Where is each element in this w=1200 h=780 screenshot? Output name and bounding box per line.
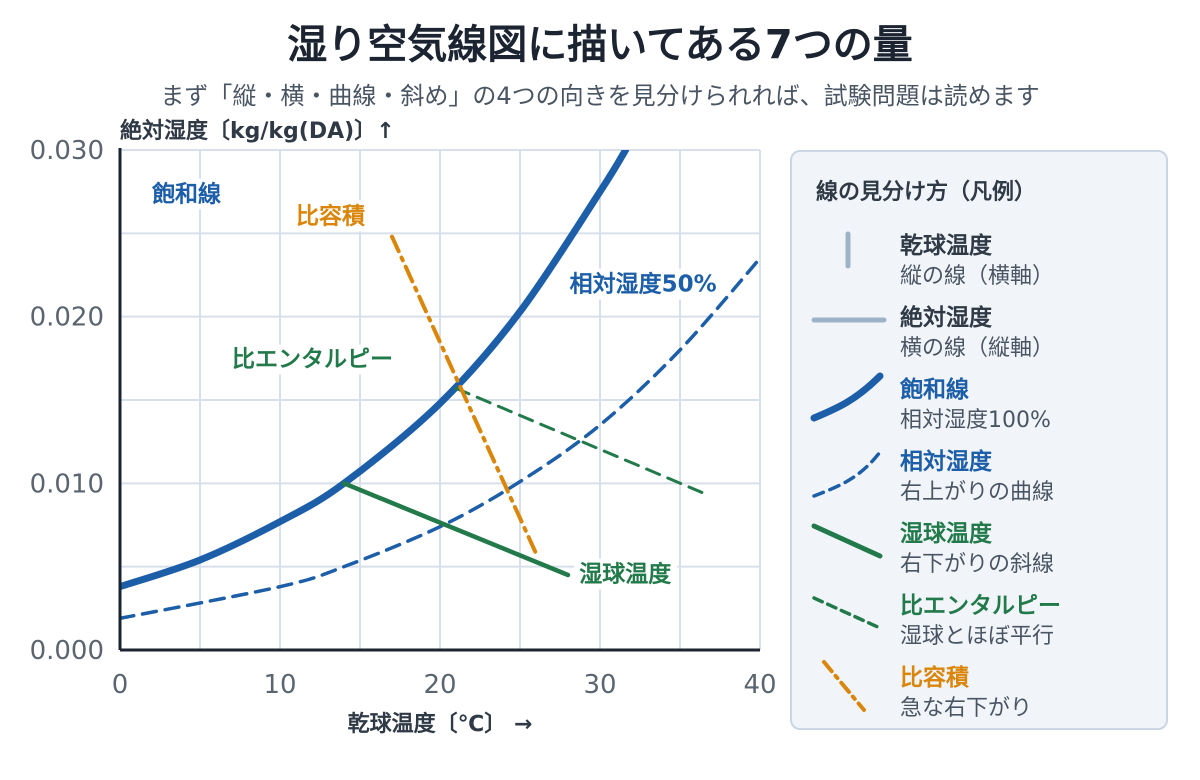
- wetbulb-label: 湿球温度: [579, 561, 672, 588]
- legend-line: [812, 596, 882, 630]
- annotation-background: [227, 344, 398, 375]
- legend-item-name: 乾球温度: [900, 233, 992, 259]
- legend-item-specific-volume: 比容積 急な右下がり: [810, 656, 1160, 726]
- enthalpy-label: 比エンタルピー: [232, 347, 393, 373]
- legend-box: 線の見分け方（凡例） 乾球温度 縦の線（横軸） 絶対湿度 横の線（縦軸） 飽和線 相対湿度…: [790, 150, 1168, 730]
- axis-layer: 0 10 20 30 40 0.000 0.010 0.020 0.030: [30, 136, 777, 700]
- legend-item-name: 比容積: [900, 665, 969, 691]
- legend-item-enthalpy: 比エンタルピー 湿球とほぼ平行: [810, 584, 1160, 654]
- legend-item-name: 相対湿度: [900, 449, 992, 475]
- x-tick-label: 0: [112, 670, 129, 700]
- legend-item-desc: 右下がりの斜線: [900, 552, 1055, 577]
- wetbulb-line: [341, 481, 571, 578]
- y-axis-label: 絶対湿度〔kg/kg(DA)〕↑: [120, 118, 395, 144]
- series-layer: [120, 150, 760, 621]
- saturation-label: 飽和線: [152, 181, 221, 208]
- legend-item-name: 比エンタルピー: [900, 593, 1061, 619]
- legend-item-absolute-humidity: 絶対湿度横の線（縦軸）: [810, 296, 1160, 366]
- chart-title: 湿り空気線図に描いてある7つの量: [287, 22, 913, 68]
- legend-symbol-dry-bulb: [845, 231, 851, 269]
- legend-item-dry-bulb: 乾球温度縦の線（横軸）: [810, 224, 1160, 294]
- x-tick-label: 20: [423, 670, 456, 700]
- x-tick-label: 10: [263, 670, 296, 700]
- chart-subtitle: まず「縦・横・曲線・斜め」の4つの向きを見分けられれば、試験問題は読めます: [160, 82, 1040, 110]
- rh50-curve: [120, 256, 760, 621]
- legend-item-desc: 右上がりの曲線: [900, 480, 1055, 505]
- legend-item-desc: 湿球とほぼ平行: [900, 624, 1055, 649]
- legend-item-name: 飽和線: [900, 377, 969, 403]
- volume-label: 比容積: [296, 202, 366, 229]
- legend-line: [822, 660, 866, 712]
- legend-line: [810, 372, 884, 422]
- legend-item-wet-bulb: 湿球温度右下がりの斜線: [810, 512, 1160, 582]
- legend-item-name: 湿球温度: [900, 521, 992, 547]
- y-tick-label: 0.000: [30, 636, 104, 666]
- legend-title: 線の見分け方（凡例）: [816, 180, 1037, 205]
- legend-line: [812, 450, 882, 498]
- legend-item-desc: 急な右下がり: [900, 696, 1033, 721]
- legend-item-desc: 縦の線（横軸）: [900, 264, 1055, 289]
- legend-symbol-wet-bulb: [811, 523, 883, 559]
- legend-symbol-enthalpy: [812, 596, 882, 630]
- y-tick-label: 0.020: [30, 303, 104, 333]
- legend-line: [811, 523, 883, 559]
- legend-item-relative-humidity: 相対湿度右上がりの曲線: [810, 440, 1160, 510]
- legend-item-desc: 横の線（縦軸）: [900, 336, 1055, 361]
- annotation-background: [147, 178, 226, 210]
- y-tick-label: 0.010: [30, 469, 104, 499]
- legend-item-saturation: 飽和線相対湿度100%: [810, 368, 1160, 438]
- legend-symbol-absolute-humidity: [811, 317, 887, 323]
- legend-item-name: 絶対湿度: [900, 305, 992, 331]
- x-axis-label: 乾球温度〔℃〕 →: [348, 711, 533, 737]
- x-tick-label: 40: [743, 670, 776, 700]
- rh50-label: 相対湿度50%: [570, 271, 717, 298]
- legend-symbol-relative-humidity: [812, 450, 882, 498]
- legend-symbol-saturation: [810, 372, 884, 422]
- volume-line: [390, 234, 538, 556]
- annotation-background: [574, 558, 678, 590]
- enthalpy-line: [454, 386, 706, 495]
- saturation-curve: [120, 150, 630, 591]
- annotation-background: [564, 268, 722, 300]
- y-tick-label: 0.030: [30, 136, 104, 166]
- legend-symbol-specific-volume: [822, 660, 866, 712]
- annotation-background: [291, 200, 371, 232]
- legend-item-desc: 相対湿度100%: [900, 408, 1051, 433]
- x-tick-label: 30: [583, 670, 616, 700]
